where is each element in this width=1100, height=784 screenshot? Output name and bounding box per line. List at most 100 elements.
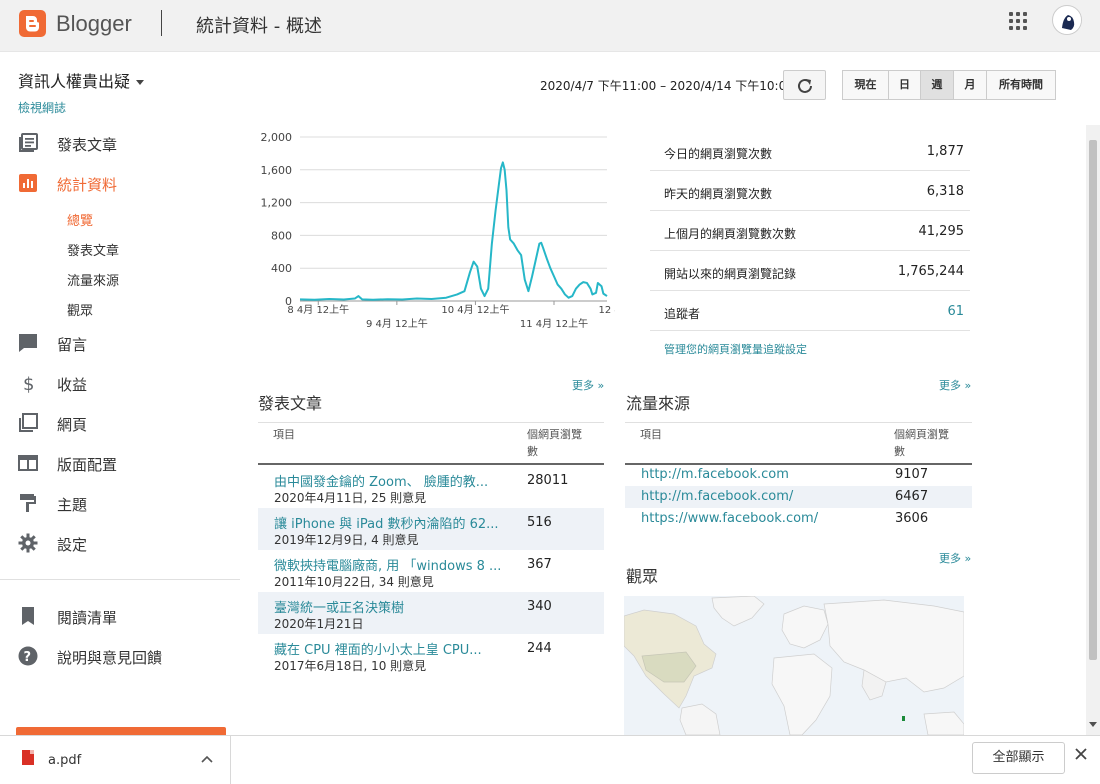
table-row: http://m.facebook.com 9107 [625, 464, 972, 486]
scroll-down-arrow-icon[interactable] [1089, 722, 1097, 727]
view-blog-link[interactable]: 檢視網誌 [18, 101, 67, 115]
sidebar-subitem-audience[interactable]: 觀眾 [67, 304, 94, 319]
download-filename[interactable]: a.pdf [48, 753, 82, 768]
sidebar-item-theme[interactable]: 主題 [0, 488, 240, 518]
sidebar-item-pages[interactable]: 網頁 [0, 408, 240, 438]
post-meta: 2020年1月21日 [274, 617, 364, 631]
stat-label: 追蹤者 [664, 307, 701, 321]
table-row: 藏在 CPU 裡面的小小太上皇 CPU... 2017年6月18日, 10 則意… [258, 634, 604, 676]
audience-more-link[interactable]: 更多 » [939, 552, 972, 565]
sidebar-subitem-sources[interactable]: 流量來源 [67, 274, 120, 289]
x-tick-label: 12 4月 12上午 [598, 303, 615, 316]
stat-row-yesterday: 昨天的網頁瀏覽次數 6,318 [650, 171, 970, 211]
sources-section-title: 流量來源 [626, 394, 691, 413]
post-views: 516 [527, 515, 552, 530]
post-title-link[interactable]: 藏在 CPU 裡面的小小太上皇 CPU... [274, 643, 482, 658]
brand-name[interactable]: Blogger [56, 11, 132, 36]
post-title-link[interactable]: 由中國發金鑰的 Zoom、 臉腫的教... [274, 475, 489, 490]
divider [625, 422, 972, 423]
sidebar-item-label: 留言 [57, 336, 88, 354]
post-meta: 2011年10月22日, 34 則意見 [274, 575, 434, 589]
new-post-button[interactable] [16, 727, 226, 735]
range-day-button[interactable]: 日 [888, 70, 921, 100]
sidebar-item-help[interactable]: ? 說明與意見回饋 [0, 641, 240, 671]
posts-section-title: 發表文章 [258, 394, 323, 413]
followers-count-link[interactable]: 61 [947, 304, 964, 319]
apps-grid-icon[interactable] [1009, 12, 1029, 32]
sidebar-item-comments[interactable]: 留言 [0, 328, 240, 358]
table-header-rule [258, 463, 604, 465]
refresh-button[interactable] [783, 70, 826, 100]
sidebar-item-stats[interactable]: 統計資料 [0, 168, 240, 198]
x-tick-label: 11 4月 12上午 [520, 317, 588, 330]
sidebar-item-label: 網頁 [57, 416, 88, 434]
stat-label: 上個月的網頁瀏覽數次數 [664, 227, 797, 241]
header-divider [161, 10, 162, 36]
sidebar-item-label: 發表文章 [57, 136, 118, 154]
post-views: 28011 [527, 473, 569, 488]
chevron-down-icon [136, 80, 145, 85]
y-tick-label: 2,000 [261, 131, 293, 144]
post-title-link[interactable]: 臺灣統一或正名決策樹 [274, 601, 405, 616]
sidebar-item-settings[interactable]: 設定 [0, 528, 240, 558]
vertical-scrollbar[interactable] [1086, 125, 1100, 735]
source-url-link[interactable]: http://m.facebook.com/ [641, 489, 794, 504]
pages-icon [19, 413, 38, 432]
post-title-link[interactable]: 微軟挾持電腦廠商, 用 「windows 8 ... [274, 559, 502, 574]
post-meta: 2017年6月18日, 10 則意見 [274, 659, 427, 673]
stat-value: 41,295 [918, 224, 965, 239]
range-all-time-button[interactable]: 所有時間 [986, 70, 1056, 100]
sidebar-item-label: 收益 [57, 376, 88, 394]
sidebar-subitem-posts[interactable]: 發表文章 [67, 244, 120, 259]
sources-col-views: 個網頁瀏覽數 [894, 428, 949, 458]
top-bar: Blogger 統計資料 - 概述 [0, 0, 1100, 52]
posts-more-link[interactable]: 更多 » [572, 379, 605, 392]
world-map-image [624, 596, 964, 735]
y-tick-label: 1,200 [261, 197, 293, 210]
layout-icon [18, 455, 38, 471]
stat-label: 今日的網頁瀏覽次數 [664, 147, 773, 161]
show-all-downloads-button[interactable]: 全部顯示 [972, 742, 1065, 774]
table-row: 由中國發金鑰的 Zoom、 臉腫的教... 2020年4月11日, 25 則意見… [258, 466, 604, 508]
sidebar-item-layout[interactable]: 版面配置 [0, 448, 240, 478]
manage-tracking-link[interactable]: 管理您的網頁瀏覽量追蹤設定 [664, 343, 807, 356]
range-week-button[interactable]: 週 [920, 70, 954, 100]
stat-value: 1,877 [926, 144, 964, 159]
sidebar-divider [0, 579, 240, 580]
posts-col-views: 個網頁瀏覽數 [527, 428, 582, 458]
range-month-button[interactable]: 月 [953, 70, 987, 100]
stat-row-all-time: 開站以來的網頁瀏覽記錄 1,765,244 [650, 251, 970, 291]
avatar[interactable] [1052, 5, 1082, 35]
x-tick-label: 9 4月 12上午 [366, 317, 428, 330]
sidebar-item-reading-list[interactable]: 閱讀清單 [0, 601, 240, 631]
sidebar-item-label: 說明與意見回饋 [57, 649, 163, 667]
post-title-link[interactable]: 讓 iPhone 與 iPad 數秒內淪陷的 62... [274, 517, 499, 532]
sidebar-subitem-overview[interactable]: 總覽 [67, 214, 94, 229]
stat-row-followers: 追蹤者 61 [650, 291, 970, 331]
chevron-up-icon[interactable] [201, 754, 213, 764]
scrollbar-thumb[interactable] [1089, 140, 1097, 660]
sidebar-item-label: 閱讀清單 [57, 609, 118, 627]
sidebar-item-posts[interactable]: 發表文章 [0, 128, 240, 158]
dollar-icon: $ [23, 374, 34, 393]
range-now-button[interactable]: 現在 [842, 70, 889, 100]
blog-selector[interactable]: 資訊人權貴出疑 [18, 68, 145, 92]
close-icon[interactable] [1075, 748, 1087, 760]
table-row: http://m.facebook.com/ 6467 [625, 486, 972, 508]
bookmark-icon [22, 607, 34, 625]
blogger-logo-icon[interactable] [19, 10, 46, 37]
table-row: https://www.facebook.com/ 3606 [625, 508, 972, 530]
sidebar-item-earnings[interactable]: $ 收益 [0, 368, 240, 398]
gear-icon [18, 533, 38, 553]
pageviews-series-line [299, 161, 608, 301]
posts-icon [19, 133, 38, 152]
source-url-link[interactable]: https://www.facebook.com/ [641, 511, 819, 526]
y-tick-label: 800 [271, 229, 292, 242]
audience-section-title: 觀眾 [626, 567, 659, 586]
source-url-link[interactable]: http://m.facebook.com [641, 467, 789, 482]
pdf-file-icon [22, 750, 34, 765]
table-row: 讓 iPhone 與 iPad 數秒內淪陷的 62... 2019年12月9日,… [258, 508, 604, 550]
pageviews-chart: 2,000 1,600 1,200 800 400 08 4月 12上午 10 4月 12上… [261, 131, 616, 330]
audience-world-map[interactable] [624, 596, 964, 735]
sources-more-link[interactable]: 更多 » [939, 379, 972, 392]
